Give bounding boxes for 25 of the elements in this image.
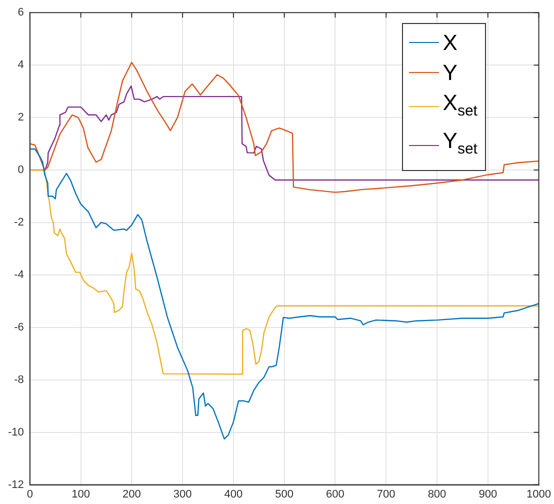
y-tick-label: -4 (14, 268, 24, 281)
x-tick-label: 100 (72, 488, 90, 500)
legend-label: X (442, 28, 458, 57)
legend-label: X$_{set}$ (442, 88, 478, 121)
y-tick-label: 0 (18, 164, 24, 176)
y-tick-label: -8 (14, 374, 24, 386)
y-tick-label: -2 (14, 216, 24, 228)
y-tick-label: 6 (18, 6, 24, 19)
x-tick-label: 1000 (526, 488, 552, 500)
x-tick-label: 900 (478, 488, 498, 500)
x-tick-label: 800 (428, 488, 446, 500)
y-tick-label: -10 (8, 426, 24, 438)
x-tick-label: 500 (275, 488, 294, 500)
y-tick-label: 4 (18, 59, 24, 72)
x-tick-label: 0 (26, 488, 33, 500)
y-tick-label: 2 (18, 112, 24, 124)
x-tick-label: 400 (224, 488, 243, 500)
x-tick-label: 300 (173, 488, 192, 500)
legend-label: Y (442, 58, 458, 87)
x-tick-label: 700 (376, 488, 396, 500)
y-tick-label: -6 (14, 321, 24, 334)
x-tick-label: 600 (326, 488, 344, 500)
legend-label: Y$_{set}$ (442, 126, 478, 160)
y-tick-label: -12 (8, 478, 24, 491)
x-tick-label: 200 (122, 488, 141, 500)
